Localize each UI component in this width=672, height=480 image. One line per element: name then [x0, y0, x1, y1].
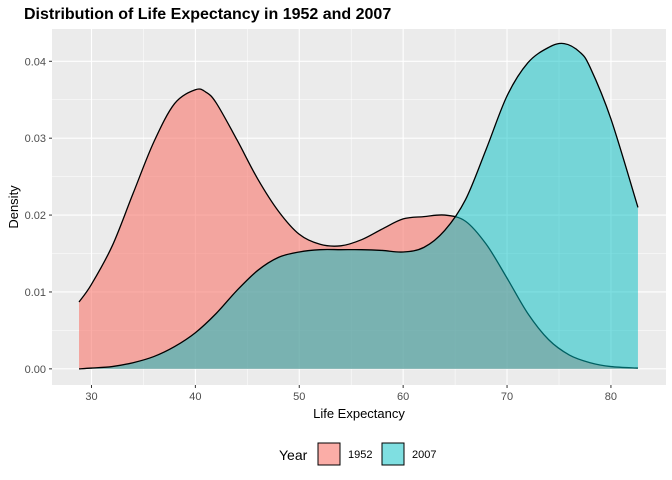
x-tick-label: 50	[293, 391, 305, 403]
density-area-2007	[79, 43, 638, 369]
y-axis-title: Density	[6, 185, 21, 229]
y-tick-label: 0.00	[25, 364, 46, 376]
density-line-2007	[78, 42, 639, 370]
chart-title: Distribution of Life Expectancy in 1952 …	[24, 6, 391, 23]
x-tick-label: 60	[397, 391, 409, 403]
legend-title: Year	[279, 447, 308, 463]
x-axis-ticks: 30 40 50 60 70 80	[85, 385, 617, 403]
legend-label-2007: 2007	[412, 449, 436, 461]
density-areas	[78, 42, 639, 370]
legend-key-1952	[317, 442, 341, 466]
x-tick-label: 70	[501, 391, 513, 403]
y-tick-label: 0.03	[25, 133, 46, 145]
y-tick-label: 0.01	[25, 287, 46, 299]
x-tick-label: 80	[605, 391, 617, 403]
legend-key-2007	[381, 442, 405, 466]
x-tick-label: 30	[85, 391, 97, 403]
x-tick-label: 40	[189, 391, 201, 403]
legend: Year 1952 2007	[279, 442, 436, 466]
y-tick-label: 0.02	[25, 210, 46, 222]
y-tick-label: 0.04	[25, 56, 46, 68]
x-axis-title: Life Expectancy	[313, 406, 405, 421]
y-axis-ticks: 0.00 0.01 0.02 0.03 0.04	[25, 56, 52, 376]
legend-label-1952: 1952	[348, 449, 372, 461]
